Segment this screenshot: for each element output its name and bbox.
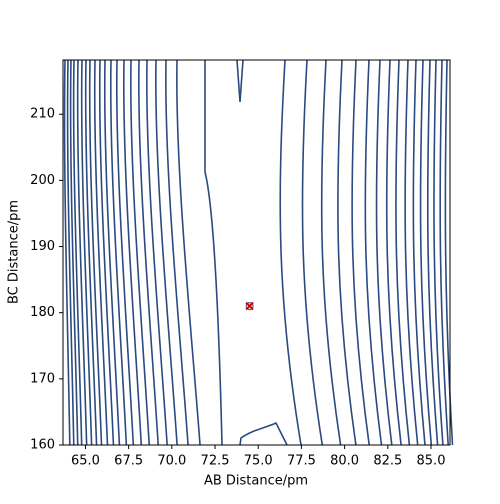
contour-line xyxy=(375,59,393,446)
contour-line xyxy=(351,59,370,446)
contour-line xyxy=(279,59,302,446)
contour-line xyxy=(204,60,223,446)
contour-line xyxy=(155,59,178,446)
contour-line xyxy=(444,59,454,446)
contour-line xyxy=(337,59,357,446)
contour-line xyxy=(80,59,93,446)
contour-line xyxy=(236,59,244,103)
contour-line xyxy=(439,59,449,446)
contour-line xyxy=(88,59,103,446)
contour-line xyxy=(84,59,98,446)
contour-line xyxy=(419,59,433,446)
contour-line xyxy=(146,59,168,446)
contour-lines xyxy=(63,59,454,446)
y-tick-label: 180 xyxy=(30,305,55,320)
contour-line xyxy=(109,59,128,446)
plot-frame xyxy=(62,59,451,446)
contour-line xyxy=(165,59,189,446)
y-tick-label: 170 xyxy=(30,371,55,386)
contour-line xyxy=(103,59,121,446)
contour-line xyxy=(364,59,383,446)
x-axis-label: AB Distance/pm xyxy=(204,474,308,489)
y-tick-label: 210 xyxy=(30,107,55,122)
contour-line xyxy=(63,59,71,446)
contour-line xyxy=(138,59,159,446)
contour-line xyxy=(404,59,419,446)
x-tick-label: 72.5 xyxy=(201,454,230,469)
x-tick-label: 77.5 xyxy=(287,454,316,469)
y-tick-label: 200 xyxy=(30,173,55,188)
contour-line xyxy=(69,59,79,446)
x-tick-label: 65.0 xyxy=(71,454,100,469)
y-tick-label: 160 xyxy=(30,438,55,453)
x-tick-label: 85.0 xyxy=(417,454,446,469)
contour-line xyxy=(385,59,402,446)
contour-line xyxy=(433,59,444,446)
contour-line xyxy=(395,59,411,446)
contour-line xyxy=(176,59,201,446)
marker xyxy=(245,301,254,311)
contour-line xyxy=(301,59,324,446)
y-tick-label: 190 xyxy=(30,239,55,254)
contour-line xyxy=(123,59,143,446)
contour-line xyxy=(239,421,288,446)
marker-ring xyxy=(245,302,254,311)
contour-line xyxy=(98,59,115,446)
contour-line xyxy=(320,59,342,446)
contour-line xyxy=(412,59,426,446)
x-tick-label: 75.0 xyxy=(244,454,273,469)
contour-line xyxy=(93,59,109,446)
x-tick-label: 82.5 xyxy=(373,454,402,469)
contour-line xyxy=(426,59,439,446)
contour-line xyxy=(72,59,83,446)
y-axis-label: BC Distance/pm xyxy=(7,200,22,304)
contour-line xyxy=(116,59,135,446)
x-tick-label: 80.0 xyxy=(330,454,359,469)
x-tick-label: 70.0 xyxy=(157,454,186,469)
contour-line xyxy=(130,59,151,446)
contour-line xyxy=(76,59,88,446)
x-tick-label: 67.5 xyxy=(114,454,143,469)
contour-line xyxy=(66,59,75,446)
